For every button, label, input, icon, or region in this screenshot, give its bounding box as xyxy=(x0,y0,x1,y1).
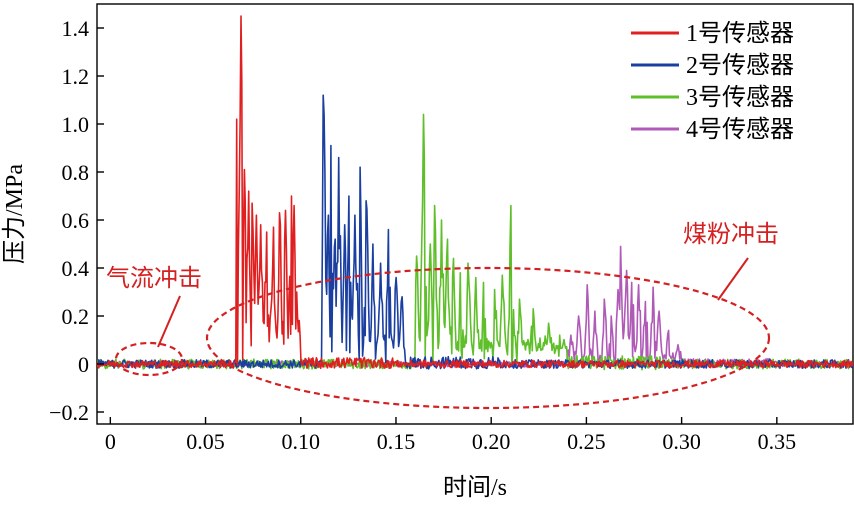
airflow-impact-ellipse xyxy=(114,341,184,377)
x-tick-label: 0.35 xyxy=(758,429,797,454)
x-tick-label: 0.30 xyxy=(662,429,701,454)
series-layer xyxy=(97,15,853,371)
x-tick-label: 0.10 xyxy=(282,429,321,454)
coal-impact-arrow xyxy=(717,257,749,301)
x-tick-label: 0.15 xyxy=(377,429,416,454)
legend: 1号传感器 2号传感器 3号传感器 4号传感器 xyxy=(631,20,794,143)
plot-frame xyxy=(96,3,854,425)
series-line-1 xyxy=(97,15,853,370)
x-tick-label: 0.25 xyxy=(567,429,606,454)
y-tick-label: −0.2 xyxy=(49,400,89,425)
y-tick-label: 0.2 xyxy=(62,304,90,329)
y-tick-label: 1.0 xyxy=(62,112,90,137)
y-tick-label: 1.2 xyxy=(62,64,90,89)
x-tick-label: 0.20 xyxy=(472,429,511,454)
y-tick-label: 0.6 xyxy=(62,208,90,233)
y-tick-label: 1.4 xyxy=(62,16,90,41)
airflow-impact-arrow xyxy=(157,295,181,348)
legend-label-3: 3号传感器 xyxy=(686,84,794,111)
y-tick-label: 0.8 xyxy=(62,160,90,185)
x-axis-title: 时间/s xyxy=(443,474,507,501)
y-tick-label: 0.4 xyxy=(62,256,90,281)
airflow-impact-label: 气流冲击 xyxy=(106,265,202,292)
legend-label-2: 2号传感器 xyxy=(686,52,794,79)
coal-impact-ellipse xyxy=(205,266,771,410)
axis-layer: 0 0.05 0.10 0.15 0.20 0.25 0.30 0.35 −0.2 0 0.2 0.4… xyxy=(49,16,796,454)
legend-label-4: 4号传感器 xyxy=(686,116,794,143)
y-axis-title: 压力/MPa xyxy=(1,164,28,264)
x-tick-label: 0 xyxy=(105,429,116,454)
y-tick-label: 0 xyxy=(78,352,89,377)
x-tick-label: 0.05 xyxy=(186,429,225,454)
legend-label-1: 1号传感器 xyxy=(686,20,794,47)
coal-impact-label: 煤粉冲击 xyxy=(683,221,779,248)
